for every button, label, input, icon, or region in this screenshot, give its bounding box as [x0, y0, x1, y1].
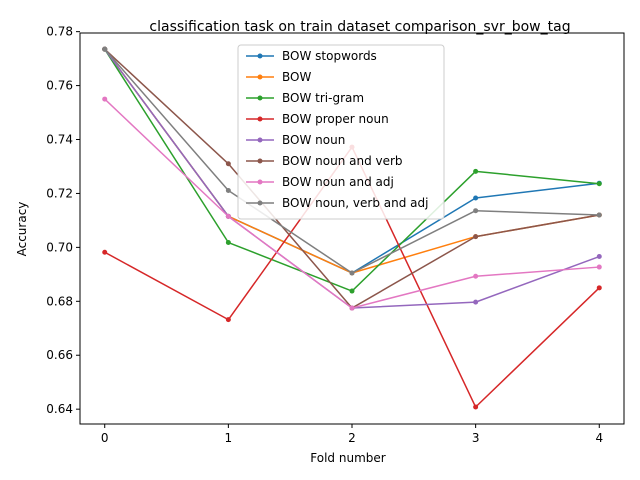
legend-label: BOW noun	[282, 133, 345, 147]
y-tick-label: 0.70	[46, 240, 73, 254]
x-tick-label: 3	[472, 431, 480, 445]
legend-swatch-marker	[257, 116, 263, 122]
legend-swatch-marker	[257, 95, 263, 101]
series-layer	[102, 46, 602, 410]
data-point	[473, 234, 479, 240]
series-7	[102, 96, 602, 311]
data-point	[473, 299, 479, 305]
legend-swatch-marker	[257, 179, 263, 185]
legend-label: BOW tri-gram	[282, 91, 364, 105]
legend-item: BOW proper noun	[246, 112, 389, 126]
chart-title: classification task on train dataset com…	[149, 19, 570, 35]
x-tick-label: 2	[348, 431, 356, 445]
legend-item: BOW noun, verb and adj	[246, 196, 428, 210]
legend-label: BOW proper noun	[282, 112, 389, 126]
x-axis-ticks: 0 1 2 3 4	[101, 424, 603, 445]
legend-item: BOW stopwords	[246, 49, 377, 63]
data-point	[596, 254, 602, 260]
y-tick-label: 0.68	[46, 294, 73, 308]
data-point	[102, 249, 108, 255]
data-point	[596, 264, 602, 270]
data-point	[102, 96, 108, 102]
legend-swatch-marker	[257, 158, 263, 164]
data-point	[102, 46, 108, 52]
legend-swatch-marker	[257, 200, 263, 206]
legend-swatch-marker	[257, 74, 263, 80]
x-axis-label: Fold number	[310, 451, 385, 465]
legend-label: BOW stopwords	[282, 49, 377, 63]
y-axis-ticks: 0.64 0.66 0.68 0.70 0.72 0.74 0.76 0.78	[46, 25, 80, 416]
data-point	[225, 187, 231, 193]
legend: BOW stopwords BOW BOW tri-gram BOW proper n…	[237, 44, 445, 220]
data-point	[225, 240, 231, 246]
data-point	[473, 273, 479, 279]
y-tick-label: 0.72	[46, 186, 73, 200]
y-tick-label: 0.78	[46, 25, 73, 39]
y-tick-label: 0.64	[46, 402, 73, 416]
legend-swatch-marker	[257, 137, 263, 143]
plot-area: 0 1 2 3 4 0.64 0.66 0.68 0.70 0.72 0.74 0.76 0.78	[46, 25, 625, 445]
data-point	[473, 168, 479, 174]
data-point	[473, 195, 479, 201]
data-point	[473, 208, 479, 214]
data-point	[349, 305, 355, 311]
y-tick-label: 0.66	[46, 348, 73, 362]
data-point	[349, 288, 355, 294]
data-point	[225, 213, 231, 219]
legend-item: BOW noun and adj	[246, 175, 394, 189]
series-8	[102, 46, 602, 276]
legend-box	[237, 44, 445, 220]
legend-item: BOW noun	[246, 133, 345, 147]
y-tick-label: 0.76	[46, 79, 73, 93]
x-tick-label: 0	[101, 431, 109, 445]
data-point	[596, 212, 602, 218]
x-tick-label: 1	[225, 431, 233, 445]
legend-label: BOW	[282, 70, 311, 84]
legend-swatch-marker	[257, 53, 263, 59]
legend-label: BOW noun and verb	[282, 154, 403, 168]
legend-label: BOW noun and adj	[282, 175, 394, 189]
legend-label: BOW noun, verb and adj	[282, 196, 428, 210]
legend-item: BOW tri-gram	[246, 91, 364, 105]
x-tick-label: 4	[595, 431, 603, 445]
data-point	[225, 317, 231, 323]
data-point	[596, 285, 602, 291]
data-point	[473, 404, 479, 410]
y-tick-label: 0.74	[46, 133, 73, 147]
data-point	[349, 270, 355, 276]
data-point	[596, 181, 602, 187]
data-point	[225, 161, 231, 167]
legend-item: BOW	[246, 70, 311, 84]
legend-item: BOW noun and verb	[246, 154, 403, 168]
y-axis-label: Accuracy	[15, 202, 29, 257]
